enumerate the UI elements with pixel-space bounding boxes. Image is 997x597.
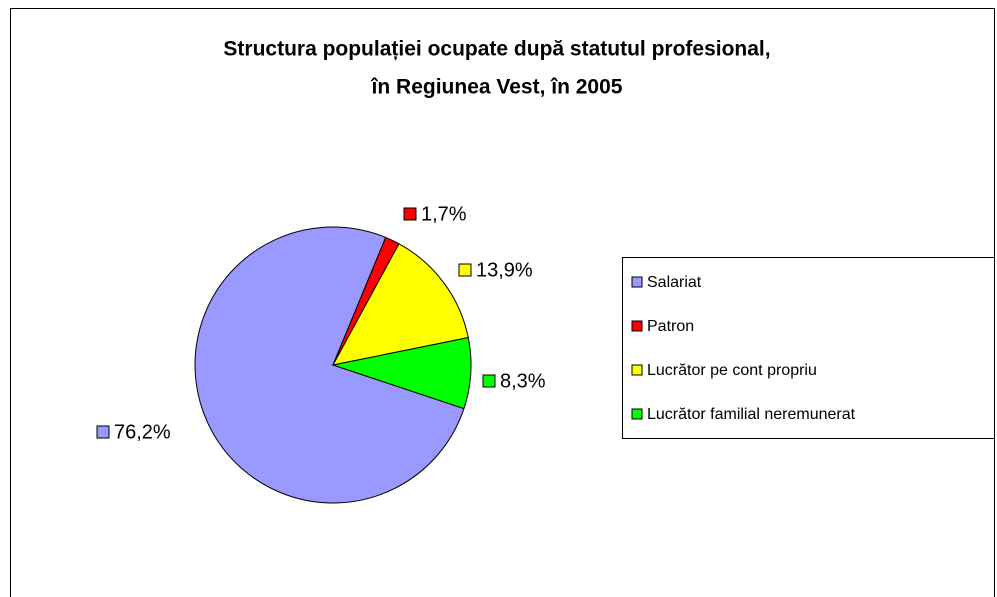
label-swatch <box>482 374 496 388</box>
legend-label: Salariat <box>647 274 702 291</box>
legend-swatch <box>631 364 643 376</box>
pie-slice <box>331 337 472 410</box>
data-label: 1,7% <box>421 203 467 225</box>
legend-swatch <box>631 320 643 332</box>
legend-swatch <box>631 408 643 420</box>
legend-label: Lucrător pe cont propriu <box>647 362 817 379</box>
data-label: 76,2% <box>114 421 171 443</box>
chart-title: Structura populației ocupate după statut… <box>223 38 770 61</box>
chart-title: în Regiunea Vest, în 2005 <box>371 76 623 99</box>
legend-label: Patron <box>647 318 694 335</box>
data-label: 13,9% <box>476 259 533 281</box>
label-swatch <box>403 207 417 221</box>
pie-slice <box>194 226 465 504</box>
data-label: 8,3% <box>500 370 546 392</box>
legend-label: Lucrător familial neremunerat <box>647 406 856 423</box>
label-swatch <box>96 425 110 439</box>
pie-slice <box>332 243 469 366</box>
label-swatch <box>458 263 472 277</box>
legend-box <box>622 257 995 439</box>
legend-swatch <box>631 276 643 288</box>
